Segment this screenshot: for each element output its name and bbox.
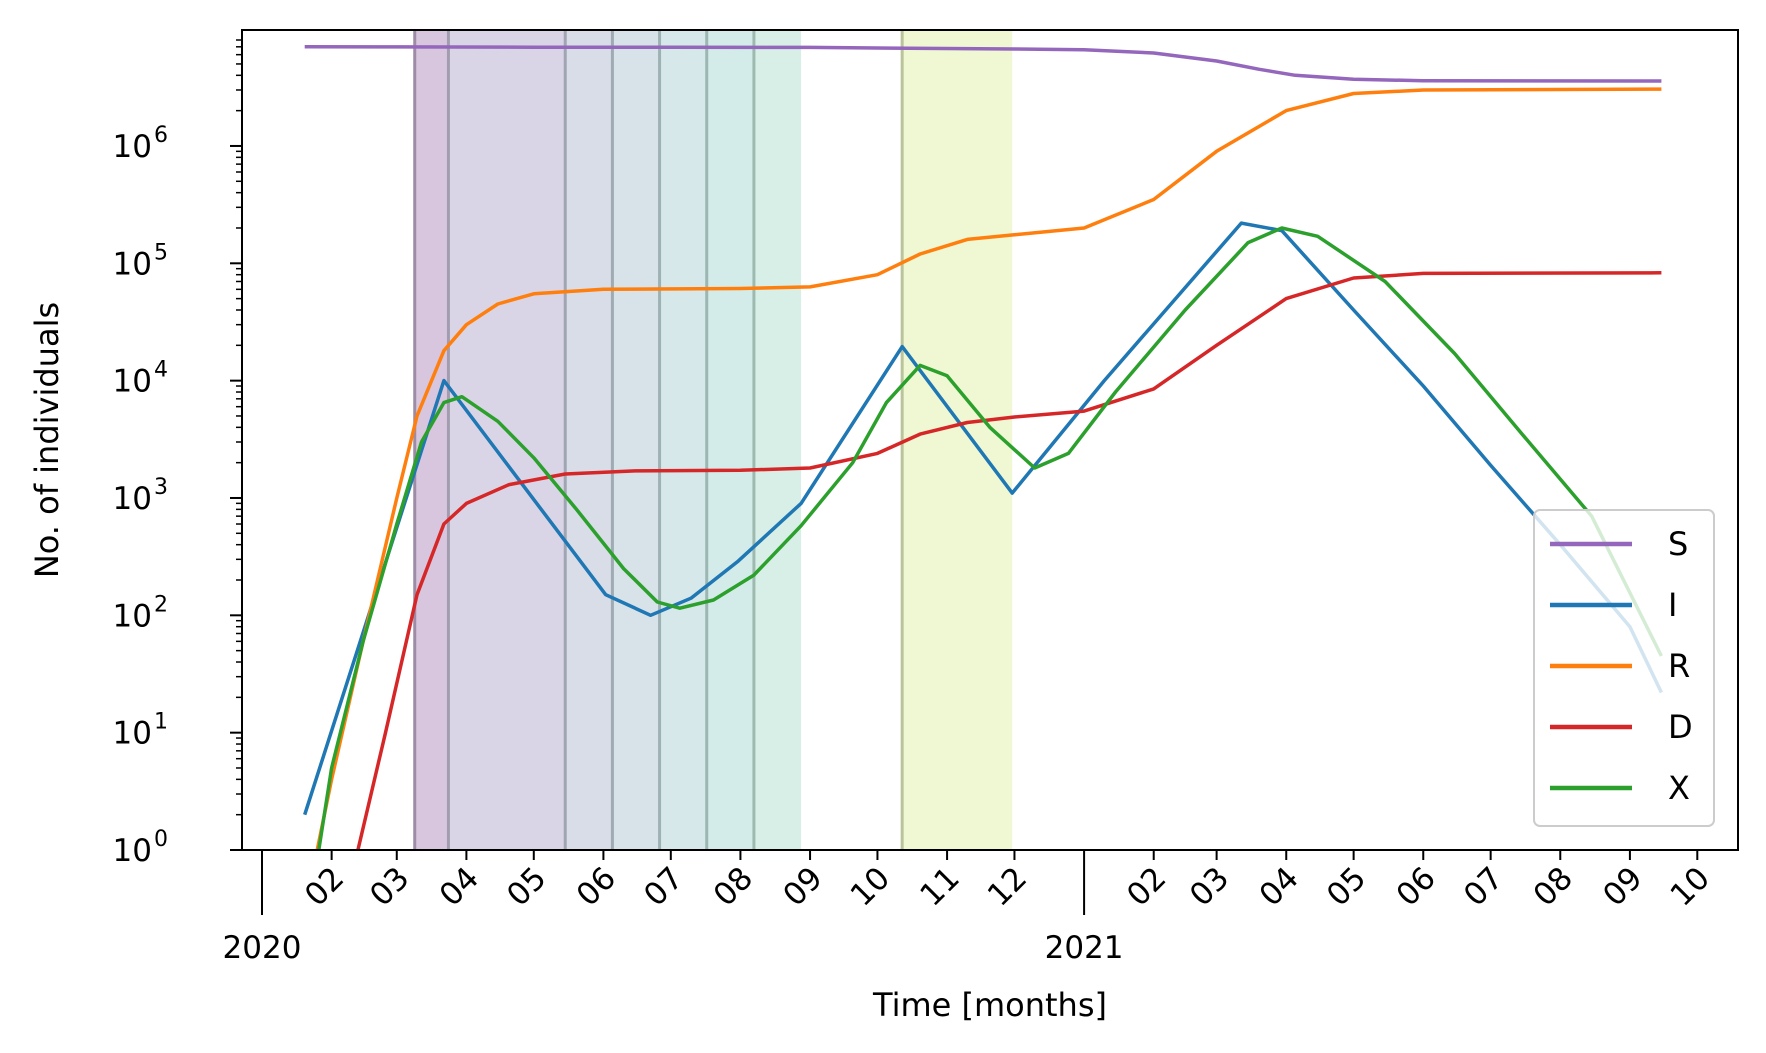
series-line-R	[315, 87, 1662, 850]
plot-frame	[241, 29, 1739, 851]
y-tick-label: 10	[113, 598, 152, 634]
legend-label-X: X	[1668, 769, 1690, 807]
legend-label-I: I	[1668, 586, 1677, 624]
shaded-period-3	[565, 30, 613, 850]
series-line-D	[356, 271, 1662, 850]
y-tick-exponent: 2	[154, 592, 168, 617]
y-tick-exponent: 6	[154, 123, 168, 148]
series-line-S	[304, 45, 1662, 83]
y-tick-exponent: 3	[154, 475, 168, 500]
x-year-label: 2021	[1045, 930, 1124, 966]
series-line-X	[317, 226, 1663, 850]
y-tick-label: 10	[113, 716, 152, 752]
shaded-period-2	[448, 30, 566, 850]
y-tick-exponent: 1	[154, 710, 168, 735]
shaded-period-8	[902, 30, 1013, 850]
y-tick-label: 10	[113, 364, 152, 400]
series-lines	[303, 45, 1663, 850]
x-axis-title: Time [months]	[872, 986, 1107, 1024]
y-tick-label: 10	[113, 833, 152, 869]
y-tick-exponent: 4	[154, 358, 168, 383]
legend-label-R: R	[1668, 647, 1690, 685]
y-tick-label: 10	[113, 481, 152, 517]
shaded-period-6	[706, 30, 754, 850]
y-tick-label: 10	[113, 129, 152, 165]
y-tick-exponent: 0	[154, 827, 168, 852]
x-year-label: 2020	[223, 930, 302, 966]
legend-label-S: S	[1668, 525, 1688, 563]
shaded-period-1	[414, 30, 449, 850]
series-line-I	[303, 221, 1663, 816]
shaded-periods	[413, 30, 1013, 850]
y-axis-title: No. of individuals	[28, 302, 66, 578]
shaded-period-7	[753, 30, 802, 850]
y-tick-exponent: 5	[154, 240, 168, 265]
y-tick-label: 10	[113, 246, 152, 282]
shaded-period-4	[612, 30, 660, 850]
legend-label-D: D	[1668, 708, 1693, 746]
shaded-period-5	[659, 30, 707, 850]
